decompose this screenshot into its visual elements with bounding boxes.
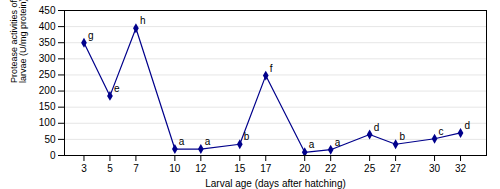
svg-text:50: 50 [44, 134, 56, 145]
svg-text:7: 7 [133, 163, 139, 174]
svg-text:0: 0 [50, 150, 56, 161]
svg-text:250: 250 [39, 69, 56, 80]
svg-text:f: f [270, 63, 273, 74]
svg-text:17: 17 [260, 163, 272, 174]
svg-text:22: 22 [325, 163, 337, 174]
svg-text:b: b [244, 131, 250, 142]
svg-text:g: g [88, 30, 94, 41]
svg-text:a: a [335, 137, 341, 148]
svg-text:20: 20 [299, 163, 311, 174]
svg-text:32: 32 [455, 163, 467, 174]
svg-text:3: 3 [81, 163, 87, 174]
svg-text:300: 300 [39, 53, 56, 64]
svg-text:e: e [114, 83, 120, 94]
svg-text:d: d [465, 120, 471, 131]
svg-text:Larval age (days after hatchin: Larval age (days after hatching) [205, 178, 346, 189]
svg-text:30: 30 [429, 163, 441, 174]
svg-text:5: 5 [107, 163, 113, 174]
svg-text:Protease activities of meagrel: Protease activities of meagrelarvae (U/m… [9, 0, 28, 83]
svg-text:12: 12 [195, 163, 207, 174]
svg-text:10: 10 [169, 163, 181, 174]
svg-text:350: 350 [39, 37, 56, 48]
svg-text:a: a [205, 136, 211, 147]
svg-text:15: 15 [234, 163, 246, 174]
svg-text:b: b [400, 131, 406, 142]
svg-text:a: a [179, 136, 185, 147]
svg-text:400: 400 [39, 21, 56, 32]
svg-text:h: h [140, 15, 146, 26]
svg-text:c: c [439, 126, 444, 137]
svg-text:d: d [374, 122, 380, 133]
svg-text:a: a [309, 139, 315, 150]
svg-text:200: 200 [39, 85, 56, 96]
svg-text:27: 27 [390, 163, 402, 174]
svg-text:100: 100 [39, 117, 56, 128]
svg-text:150: 150 [39, 101, 56, 112]
svg-text:25: 25 [364, 163, 376, 174]
svg-text:450: 450 [39, 5, 56, 16]
